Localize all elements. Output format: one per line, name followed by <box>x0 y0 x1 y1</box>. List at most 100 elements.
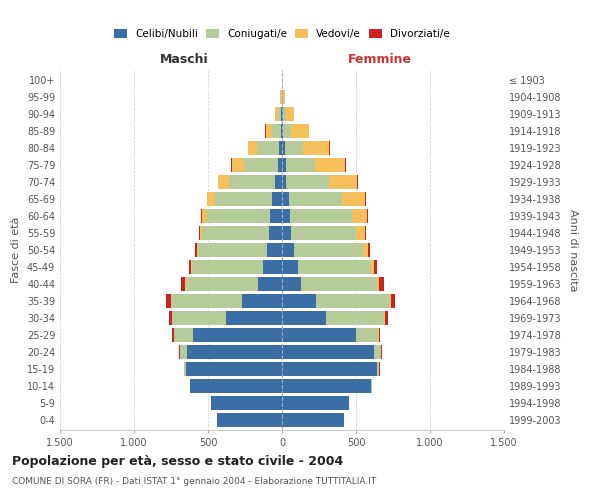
Bar <box>283 90 285 104</box>
Bar <box>218 175 229 189</box>
Bar <box>180 345 187 359</box>
Bar <box>270 209 282 223</box>
Bar <box>166 294 171 308</box>
Bar <box>365 226 367 240</box>
Bar <box>329 175 358 189</box>
Bar <box>202 209 206 223</box>
Bar <box>286 107 295 121</box>
Bar <box>371 260 374 274</box>
Legend: Celibi/Nubili, Coniugati/e, Vedovi/e, Divorziati/e: Celibi/Nubili, Coniugati/e, Vedovi/e, Di… <box>110 25 454 44</box>
Bar <box>184 362 186 376</box>
Text: Popolazione per età, sesso e stato civile - 2004: Popolazione per età, sesso e stato civil… <box>12 455 343 468</box>
Bar <box>291 124 308 138</box>
Bar <box>342 192 365 206</box>
Bar <box>352 209 367 223</box>
Bar <box>282 379 371 393</box>
Bar <box>266 124 272 138</box>
Bar <box>379 277 384 291</box>
Bar <box>282 396 349 410</box>
Bar <box>272 192 282 206</box>
Bar <box>379 328 380 342</box>
Bar <box>190 379 282 393</box>
Bar <box>290 209 352 223</box>
Bar <box>365 192 366 206</box>
Bar <box>282 243 294 257</box>
Bar <box>232 158 244 172</box>
Y-axis label: Anni di nascita: Anni di nascita <box>568 209 578 291</box>
Bar <box>377 362 379 376</box>
Bar <box>282 328 356 342</box>
Bar <box>377 277 379 291</box>
Bar <box>282 260 298 274</box>
Bar <box>202 226 269 240</box>
Bar <box>217 413 282 427</box>
Bar <box>301 277 377 291</box>
Y-axis label: Fasce di età: Fasce di età <box>11 217 21 283</box>
Bar <box>303 141 329 155</box>
Bar <box>281 90 282 104</box>
Bar <box>281 124 282 138</box>
Bar <box>186 362 282 376</box>
Bar <box>316 294 390 308</box>
Bar <box>282 362 377 376</box>
Bar <box>345 158 346 172</box>
Bar <box>283 107 286 121</box>
Bar <box>206 209 270 223</box>
Bar <box>282 413 344 427</box>
Bar <box>278 158 282 172</box>
Bar <box>282 141 285 155</box>
Bar <box>282 209 290 223</box>
Bar <box>174 328 193 342</box>
Bar <box>242 294 282 308</box>
Bar <box>356 328 378 342</box>
Text: Femmine: Femmine <box>347 54 412 66</box>
Bar <box>316 158 345 172</box>
Bar <box>282 345 374 359</box>
Bar <box>390 294 391 308</box>
Bar <box>229 175 275 189</box>
Bar <box>191 260 192 274</box>
Bar <box>193 328 282 342</box>
Bar <box>384 311 385 325</box>
Bar <box>275 107 278 121</box>
Text: COMUNE DI SORA (FR) - Dati ISTAT 1° gennaio 2004 - Elaborazione TUTTITALIA.IT: COMUNE DI SORA (FR) - Dati ISTAT 1° genn… <box>12 478 376 486</box>
Bar <box>278 107 281 121</box>
Bar <box>291 226 356 240</box>
Bar <box>171 294 242 308</box>
Bar <box>391 294 395 308</box>
Bar <box>187 345 282 359</box>
Bar <box>199 226 200 240</box>
Bar <box>282 175 286 189</box>
Bar <box>186 277 259 291</box>
Bar <box>280 90 281 104</box>
Bar <box>385 311 388 325</box>
Bar <box>374 345 381 359</box>
Bar <box>263 260 282 274</box>
Bar <box>248 141 257 155</box>
Bar <box>289 192 342 206</box>
Bar <box>207 192 215 206</box>
Bar <box>282 226 291 240</box>
Bar <box>196 243 197 257</box>
Bar <box>269 226 282 240</box>
Bar <box>211 396 282 410</box>
Bar <box>356 226 365 240</box>
Bar <box>285 141 303 155</box>
Bar <box>267 243 282 257</box>
Bar <box>367 209 368 223</box>
Bar <box>298 260 371 274</box>
Bar <box>368 243 370 257</box>
Bar <box>206 192 207 206</box>
Bar <box>286 158 316 172</box>
Bar <box>364 243 368 257</box>
Bar <box>169 311 172 325</box>
Bar <box>181 277 185 291</box>
Bar <box>189 260 191 274</box>
Bar <box>244 158 278 172</box>
Bar <box>172 311 226 325</box>
Bar <box>275 175 282 189</box>
Bar <box>272 124 281 138</box>
Bar <box>282 158 286 172</box>
Bar <box>197 243 267 257</box>
Bar <box>286 175 329 189</box>
